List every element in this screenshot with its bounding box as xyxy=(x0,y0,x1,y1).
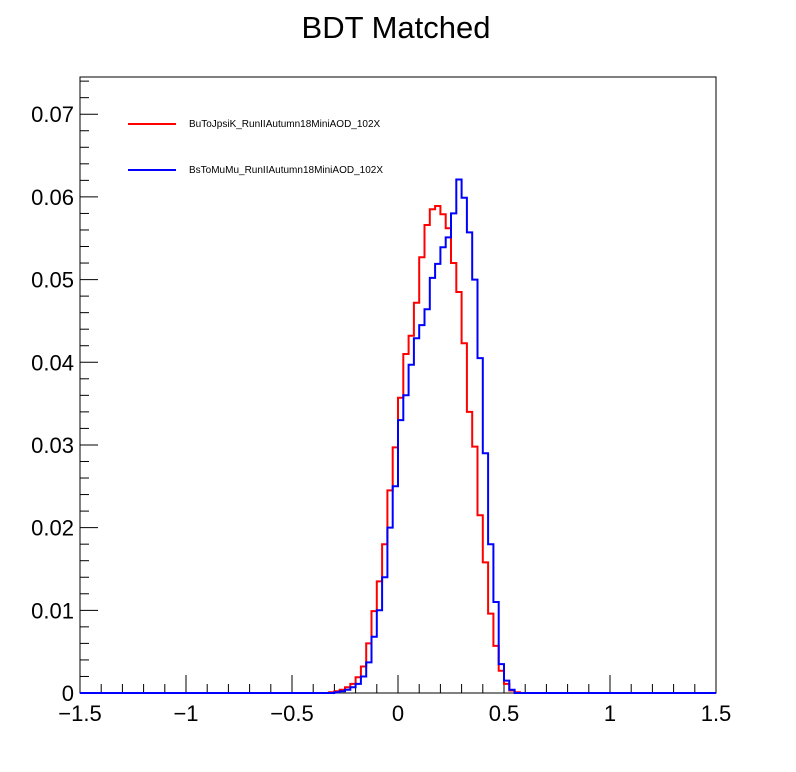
x-axis: −1.5 −1 −0.5 0 0.5 1 1.5 xyxy=(58,675,731,726)
x-tick-label: 0 xyxy=(392,701,404,726)
y-tick-label: 0.05 xyxy=(31,268,74,293)
x-tick-label: −0.5 xyxy=(270,701,313,726)
y-axis: 0 0.01 0.02 0.03 0.04 0.05 0.06 0.07 xyxy=(31,80,98,706)
legend: BuToJpsiK_RunIIAutumn18MiniAOD_102X BsToM… xyxy=(128,119,383,176)
y-tick-label: 0.06 xyxy=(31,185,74,210)
x-tick-label: 0.5 xyxy=(489,701,520,726)
x-tick-label: −1.5 xyxy=(58,701,101,726)
y-tick-label: 0 xyxy=(62,681,74,706)
y-tick-label: 0.02 xyxy=(31,516,74,541)
y-tick-label: 0.03 xyxy=(31,433,74,458)
y-tick-label: 0.04 xyxy=(31,350,74,375)
y-tick-label: 0.07 xyxy=(31,102,74,127)
legend-label-2: BsToMuMu_RunIIAutumn18MiniAOD_102X xyxy=(189,165,383,176)
chart-title: BDT Matched xyxy=(302,10,491,45)
series-layer xyxy=(80,178,716,694)
series-line-1 xyxy=(80,205,716,694)
x-tick-label: −1 xyxy=(173,701,198,726)
x-tick-label: 1.5 xyxy=(701,701,732,726)
x-tick-label: 1 xyxy=(604,701,616,726)
series-line-2 xyxy=(80,178,716,694)
y-tick-label: 0.01 xyxy=(31,598,74,623)
legend-label-1: BuToJpsiK_RunIIAutumn18MiniAOD_102X xyxy=(189,119,381,130)
